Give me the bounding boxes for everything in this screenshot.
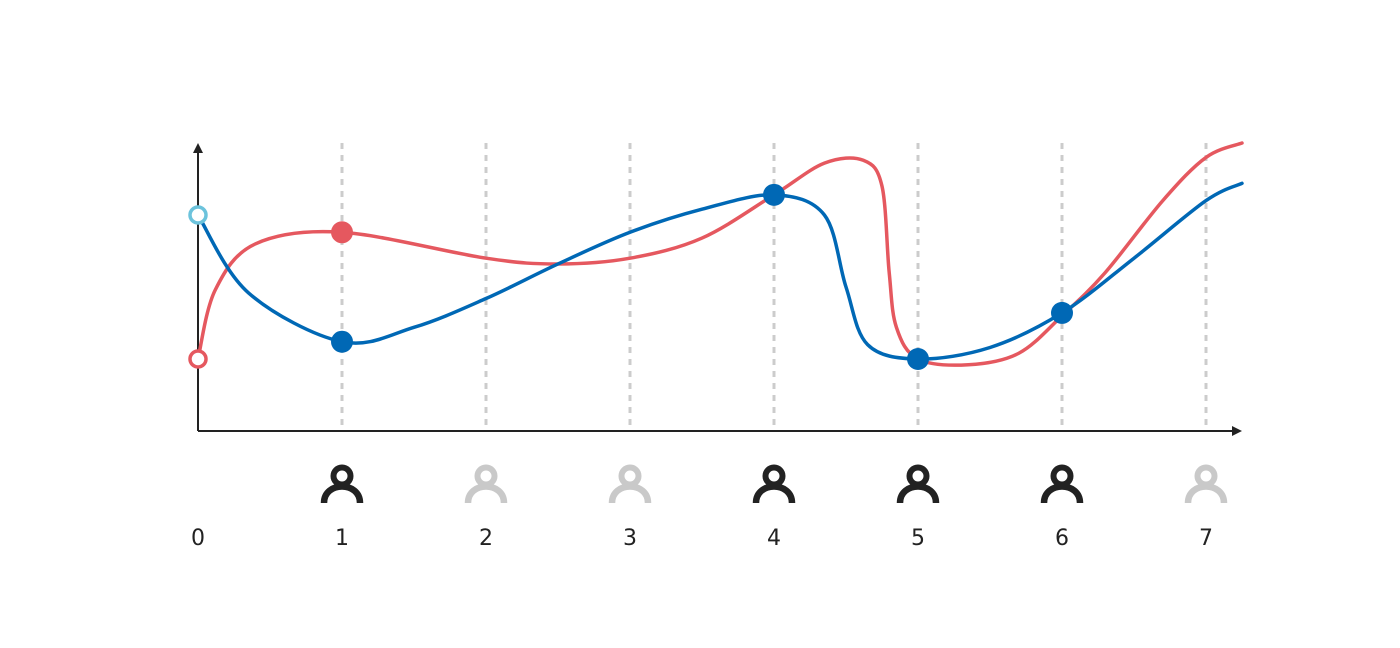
x-tick-label: 1 <box>335 526 349 551</box>
person-icon <box>320 464 364 504</box>
x-tick-label: 6 <box>1055 526 1069 551</box>
series-1-point-1 <box>188 349 208 369</box>
series-line-1 <box>196 141 1244 367</box>
person-icon <box>752 464 796 504</box>
series-2-point-3 <box>763 183 785 206</box>
x-tick-label: 5 <box>911 526 925 551</box>
series-2-point-5 <box>1051 301 1073 324</box>
series-1-point-2 <box>331 221 353 244</box>
x-tick-label: 3 <box>623 526 637 551</box>
x-tick-label: 4 <box>767 526 781 551</box>
person-icon <box>464 464 508 504</box>
series-line-2 <box>196 181 1244 361</box>
x-tick-label: 0 <box>191 526 205 551</box>
series-lines <box>196 141 1244 367</box>
series-2-point-1 <box>188 205 208 225</box>
person-icons <box>320 464 1228 504</box>
person-icon <box>1040 464 1084 504</box>
series-2-point-4 <box>907 348 929 370</box>
x-axis-arrow <box>1232 426 1242 436</box>
y-axis-arrow <box>193 143 203 153</box>
series-2-point-2 <box>331 330 353 353</box>
x-tick-labels: 0 1 2 3 4 5 6 7 <box>191 526 1213 551</box>
x-tick-label: 2 <box>479 526 493 551</box>
person-icon <box>896 464 940 504</box>
x-tick-label: 7 <box>1199 526 1213 551</box>
person-icon <box>1184 464 1228 504</box>
data-markers <box>188 183 1073 370</box>
axes <box>193 143 1242 436</box>
person-icon <box>608 464 652 504</box>
